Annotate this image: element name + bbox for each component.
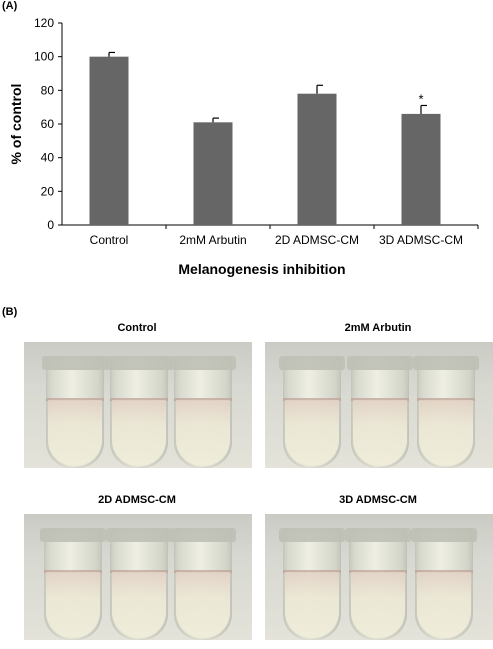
panel-b-label: (B) [2,306,18,318]
x-tick-label: 3D ADMSC-CM [379,233,463,247]
tube-image [106,356,172,468]
panel-a-label: (A) [2,0,18,12]
y-tick-label: 20 [41,184,55,198]
tube-image [170,356,236,468]
bar [193,122,233,225]
photo-title-control: Control [117,322,157,334]
photo-title-3d-admsc-cm: 3D ADMSC-CM [339,494,417,506]
photo-2d-admsc-cm-tubes [24,514,252,640]
bar [401,113,441,225]
photo-title-arbutin: 2mM Arbutin [344,322,412,334]
tube-image [347,356,413,468]
x-tick-label: Control [90,233,129,247]
bar [297,93,337,225]
x-tick-label: 2D ADMSC-CM [275,233,359,247]
tube-image [411,528,477,640]
tube-image [279,356,345,468]
y-tick-label: 80 [41,83,55,97]
y-tick-label: 0 [47,218,54,232]
chart-labels: 0 20 40 60 80 100 120 Control 2mM Arbutin 2D ADMS… [8,16,463,277]
x-axis-title: Melanogenesis inhibition [178,261,345,277]
tube-image [345,528,411,640]
photo-3d-admsc-cm-tubes [265,514,493,640]
tube-image [40,528,106,640]
photo-control-tubes [24,342,252,468]
y-tick-label: 60 [41,117,55,131]
bar-chart: 0 20 40 60 80 100 120 Control 2mM Arbutin 2D ADMS… [8,16,479,277]
chart-bars [89,51,441,225]
y-tick-label: 100 [34,50,54,64]
y-tick-label: 120 [34,16,54,30]
tube-image [106,528,172,640]
bar [89,56,129,225]
photo-title-2d-admsc-cm: 2D ADMSC-CM [98,494,176,506]
y-axis-title: % of control [8,84,24,165]
tube-image [42,356,108,468]
significance-marker: * [418,91,423,106]
tube-image [170,528,236,640]
photo-arbutin-tubes [265,342,493,468]
tube-image [413,356,479,468]
x-tick-label: 2mM Arbutin [179,233,246,247]
y-tick-label: 40 [41,151,55,165]
tube-image [279,528,345,640]
